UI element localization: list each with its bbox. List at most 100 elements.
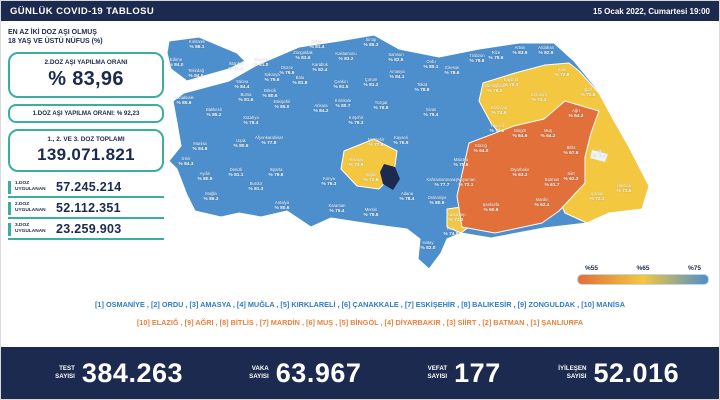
dose-rows: 1.DOZ UYGULANAN 57.245.214 2.DOZ UYGULAN… xyxy=(8,177,164,241)
legend-labels: %55 %65 %75 xyxy=(577,265,709,272)
test-count-stat: TEST SAYISI 384.263 xyxy=(41,358,183,389)
tuz-lake-shape xyxy=(380,164,400,190)
province-label: Edirne% 84.0 xyxy=(168,56,184,68)
province-label: Çanakkale% 85.6 xyxy=(174,94,194,106)
province-label: Burdur% 81.3 xyxy=(248,180,264,192)
province-label: Muş% 64.2 xyxy=(540,127,556,139)
province-label: Karabük% 82.4 xyxy=(312,61,328,73)
province-label: Kahramanmaraş% 77.7 xyxy=(426,176,458,188)
province-label: Konya% 76.3 xyxy=(321,175,337,187)
province-label: Bayburt% 70.3 xyxy=(503,76,519,88)
panel-intro-line1: EN AZ İKİ DOZ AŞI OLMUŞ xyxy=(8,29,97,36)
province-label: Nevşehir% 77.6 xyxy=(367,136,385,148)
province-label: Niğde% 72.6 xyxy=(363,171,379,183)
legend-gradient-bar xyxy=(577,274,709,285)
province-label: Kars% 72.9 xyxy=(554,66,570,78)
legend-label-55: %55 xyxy=(585,265,599,272)
province-label: Malatya% 75.8 xyxy=(453,156,469,168)
legend-label-75: %75 xyxy=(687,265,701,272)
dose1-row-value: 57.245.214 xyxy=(56,180,122,195)
province-label: Kırıkkale% 80.7 xyxy=(334,97,352,109)
dose2-row-value: 52.112.351 xyxy=(56,201,121,216)
dose3-row-value: 23.259.903 xyxy=(56,222,122,237)
header-date: 15 Ocak 2022, Cumartesi 19:00 xyxy=(593,6,710,16)
province-label: Şırnak% 72.4 xyxy=(589,190,605,202)
map-region-thrace xyxy=(167,36,246,82)
province-label: Uşak% 80.5 xyxy=(233,137,249,149)
province-label: Kocaeli% 81.0 xyxy=(253,56,269,68)
province-label: Denizli% 81.1 xyxy=(228,166,244,178)
province-label: Sinop% 85.3 xyxy=(363,36,379,48)
province-rankings: [1] OSMANİYE , [2] ORDU , [3] AMASYA , [… xyxy=(1,300,719,336)
province-label: Yozgat% 76.8 xyxy=(373,99,389,111)
province-label: Adana% 78.4 xyxy=(399,190,415,202)
province-label: Giresun% 78.6 xyxy=(444,64,460,76)
page-title: GÜNLÜK COVID-19 TABLOSU xyxy=(10,5,155,17)
province-label: Aksaray% 73.9 xyxy=(348,156,364,168)
daily-stats-bar: TEST SAYISI 384.263 VAKA SAYISI 63.967 V… xyxy=(1,347,719,399)
province-label: Ardahan% 82.9 xyxy=(538,44,554,56)
province-label: Aydın% 80.9 xyxy=(197,170,213,182)
recovered-count-value: 52.016 xyxy=(593,357,680,388)
total-doses-value: 139.071.821 xyxy=(37,145,135,165)
province-label: Kırşehir% 79.3 xyxy=(348,114,364,126)
legend-label-65: %65 xyxy=(636,265,650,272)
province-label: Artvin% 83.9 xyxy=(512,44,528,56)
province-label: Amasya% 84.1 xyxy=(389,68,405,80)
dose2-row-label: 2.DOZ UYGULANAN xyxy=(8,201,50,215)
province-label: Erzurum% 73.3 xyxy=(531,91,547,103)
province-label: Kırklareli% 86.1 xyxy=(188,38,206,50)
vaccination-panel: EN AZ İKİ DOZ AŞI OLMUŞ 18 YAŞ VE ÜSTÜ N… xyxy=(8,28,164,241)
province-label: Sakarya% 79.6 xyxy=(264,71,280,83)
panel-intro: EN AZ İKİ DOZ AŞI OLMUŞ 18 YAŞ VE ÜSTÜ N… xyxy=(8,28,164,46)
test-count-value: 384.263 xyxy=(81,357,183,388)
province-label: Hakkari% 73.5 xyxy=(616,182,632,194)
turkey-choropleth-map: Edirne% 84.0 Kırklareli% 86.1 Tekirdağ% 84… xyxy=(167,29,715,297)
province-label: Erzincan% 74.6 xyxy=(490,104,508,116)
province-label: Antalya% 80.6 xyxy=(274,199,290,211)
dose1-rate-text: 1.DOZ AŞI YAPILMA ORANI: % 92,23 xyxy=(32,110,140,118)
death-count-label: VEFAT SAYISI xyxy=(427,365,448,380)
province-label: Çankırı% 81.5 xyxy=(333,78,349,90)
map-province-labels: Edirne% 84.0 Kırklareli% 86.1 Tekirdağ% 84… xyxy=(167,29,715,297)
province-label: Kilis% 74.9 xyxy=(443,225,459,237)
test-count-label: TEST SAYISI xyxy=(55,365,75,380)
dose2-row: 2.DOZ UYGULANAN 52.112.351 xyxy=(8,198,164,220)
province-label: Bilecik% 80.6 xyxy=(262,87,278,99)
map-legend: %55 %65 %75 xyxy=(577,265,709,285)
province-label: İzmir% 84.3 xyxy=(178,155,194,167)
province-label: Elazığ% 64.0 xyxy=(473,142,489,154)
recovered-count-stat: İYİLEŞEN SAYISI 52.016 xyxy=(553,358,680,389)
province-label: Bursa% 81.6 xyxy=(238,91,254,103)
province-label: Bolu% 81.8 xyxy=(292,74,308,86)
province-label: Kastamonu% 83.2 xyxy=(335,50,357,62)
total-doses-label: 1., 2. VE 3. DOZ TOPLAMI xyxy=(47,136,125,144)
province-label: Muğla% 86.3 xyxy=(203,190,219,202)
province-label: Manisa% 84.8 xyxy=(192,140,208,152)
dose1-row-label: 1.DOZ UYGULANAN xyxy=(8,180,50,194)
dose2-rate-label: 2.DOZ AŞI YAPILMA ORANI xyxy=(44,59,128,67)
province-label: Tunceli% 74.8 xyxy=(489,122,505,134)
province-label: Düzce% 79.9 xyxy=(279,64,295,76)
panel-intro-line2: 18 YAŞ VE ÜSTÜ NÜFUS (%) xyxy=(8,38,103,46)
province-label: Ağrı% 64.2 xyxy=(568,107,584,119)
province-label: Bitlis% 67.6 xyxy=(563,144,579,156)
province-label: Karaman% 75.4 xyxy=(328,202,346,214)
top-provinces-line: [1] OSMANİYE , [2] ORDU , [3] AMASYA , [… xyxy=(95,300,625,309)
dose3-row-label: 3.DOZ UYGULANAN xyxy=(8,222,50,236)
province-label: Samsun% 82.6 xyxy=(388,51,404,63)
province-label: Yalova% 84.4 xyxy=(234,78,250,90)
bottom-provinces-line: [10] ELAZIĞ , [9] AĞRI , [8] BİTLİS , [7… xyxy=(136,318,584,327)
case-count-label: VAKA SAYISI xyxy=(249,365,269,380)
province-label: Şanlıurfa% 60.6 xyxy=(482,201,500,213)
province-label: Rize% 79.6 xyxy=(488,49,504,61)
province-label: Osmaniye% 80.9 xyxy=(427,194,447,206)
province-label: Bartın% 81.4 xyxy=(309,38,325,50)
dose2-rate-value: % 83,96 xyxy=(48,68,124,91)
province-label: Tokat% 78.8 xyxy=(414,81,430,93)
top-bar: GÜNLÜK COVID-19 TABLOSU 15 Ocak 2022, Cu… xyxy=(1,1,719,21)
turkey-map-svg xyxy=(167,34,650,270)
dose1-row: 1.DOZ UYGULANAN 57.245.214 xyxy=(8,177,164,199)
province-label: Kayseri% 76.9 xyxy=(393,134,409,146)
